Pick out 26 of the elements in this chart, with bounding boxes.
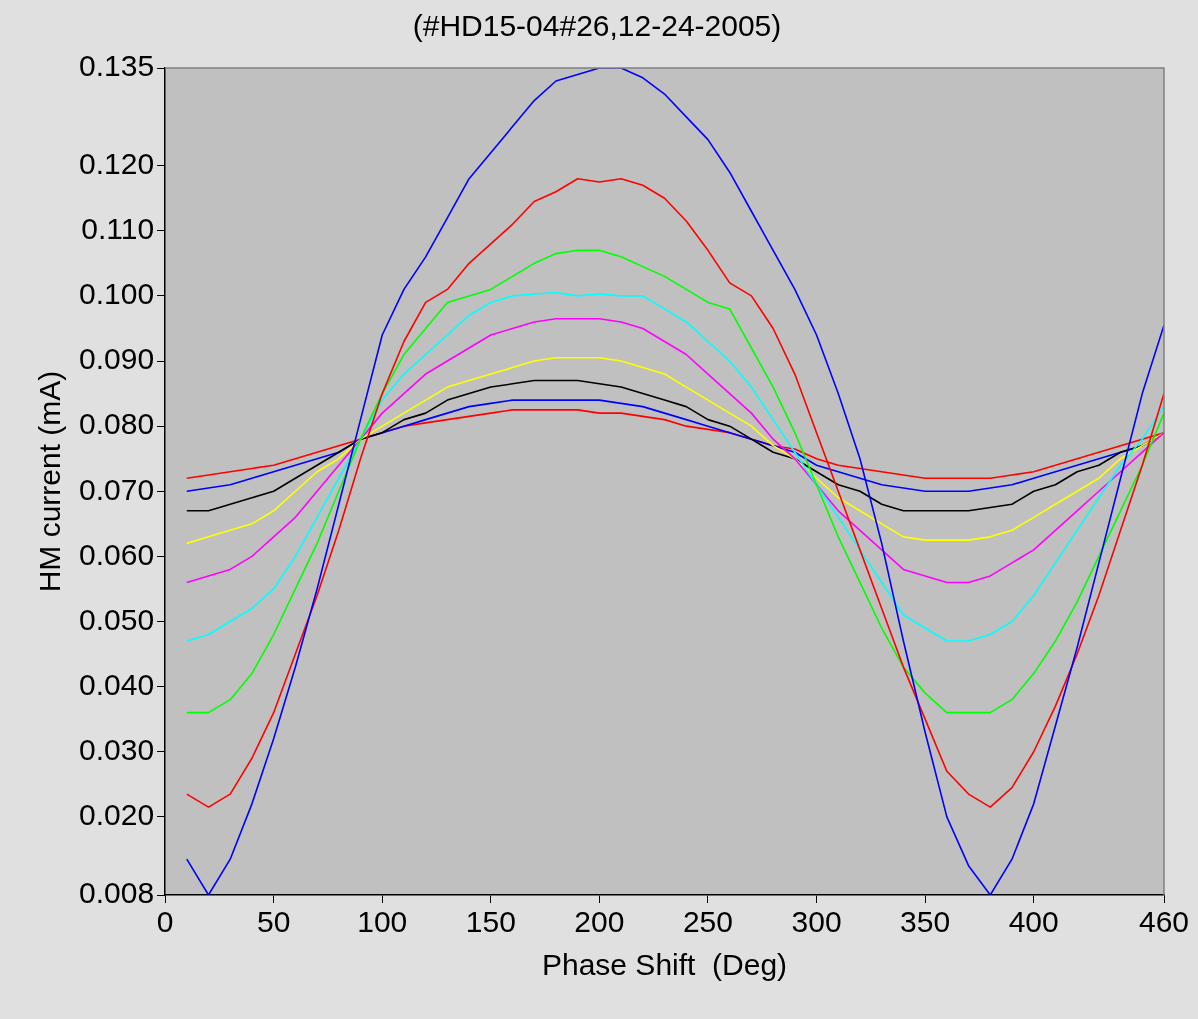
x-tick-label: 0 xyxy=(156,905,174,939)
y-tick-label: 0.090 xyxy=(79,342,155,376)
y-tick-label: 0.040 xyxy=(79,667,155,701)
x-axis-title: Phase Shift (Deg) xyxy=(541,948,788,982)
y-tick-label: 0.008 xyxy=(79,876,155,910)
y-tick-label: 0.120 xyxy=(79,146,155,180)
x-tick-label: 100 xyxy=(357,905,408,939)
x-tick-label: 350 xyxy=(900,905,951,939)
y-tick-label: 0.080 xyxy=(79,407,155,441)
y-tick-label: 0.020 xyxy=(79,798,155,832)
x-tick-label: 150 xyxy=(465,905,516,939)
y-axis-title: HM current (mA) xyxy=(33,370,67,593)
x-tick-label: 460 xyxy=(1138,905,1190,939)
y-tick-label: 0.070 xyxy=(79,472,155,506)
x-tick-label: 300 xyxy=(791,905,842,939)
y-tick-label: 0.100 xyxy=(79,277,155,311)
x-tick-label: 400 xyxy=(1008,905,1059,939)
x-tick-label: 50 xyxy=(256,905,291,939)
y-tick-label: 0.050 xyxy=(79,602,155,636)
y-tick-label: 0.110 xyxy=(81,212,155,246)
x-tick-label: 200 xyxy=(574,905,625,939)
x-tick-label: 250 xyxy=(682,905,733,939)
y-tick-label: 0.030 xyxy=(79,733,155,767)
chart-title: (#HD15-04#26,12-24-2005) xyxy=(412,9,782,43)
y-tick-label: 0.135 xyxy=(79,49,155,83)
y-tick-label: 0.060 xyxy=(79,537,155,571)
